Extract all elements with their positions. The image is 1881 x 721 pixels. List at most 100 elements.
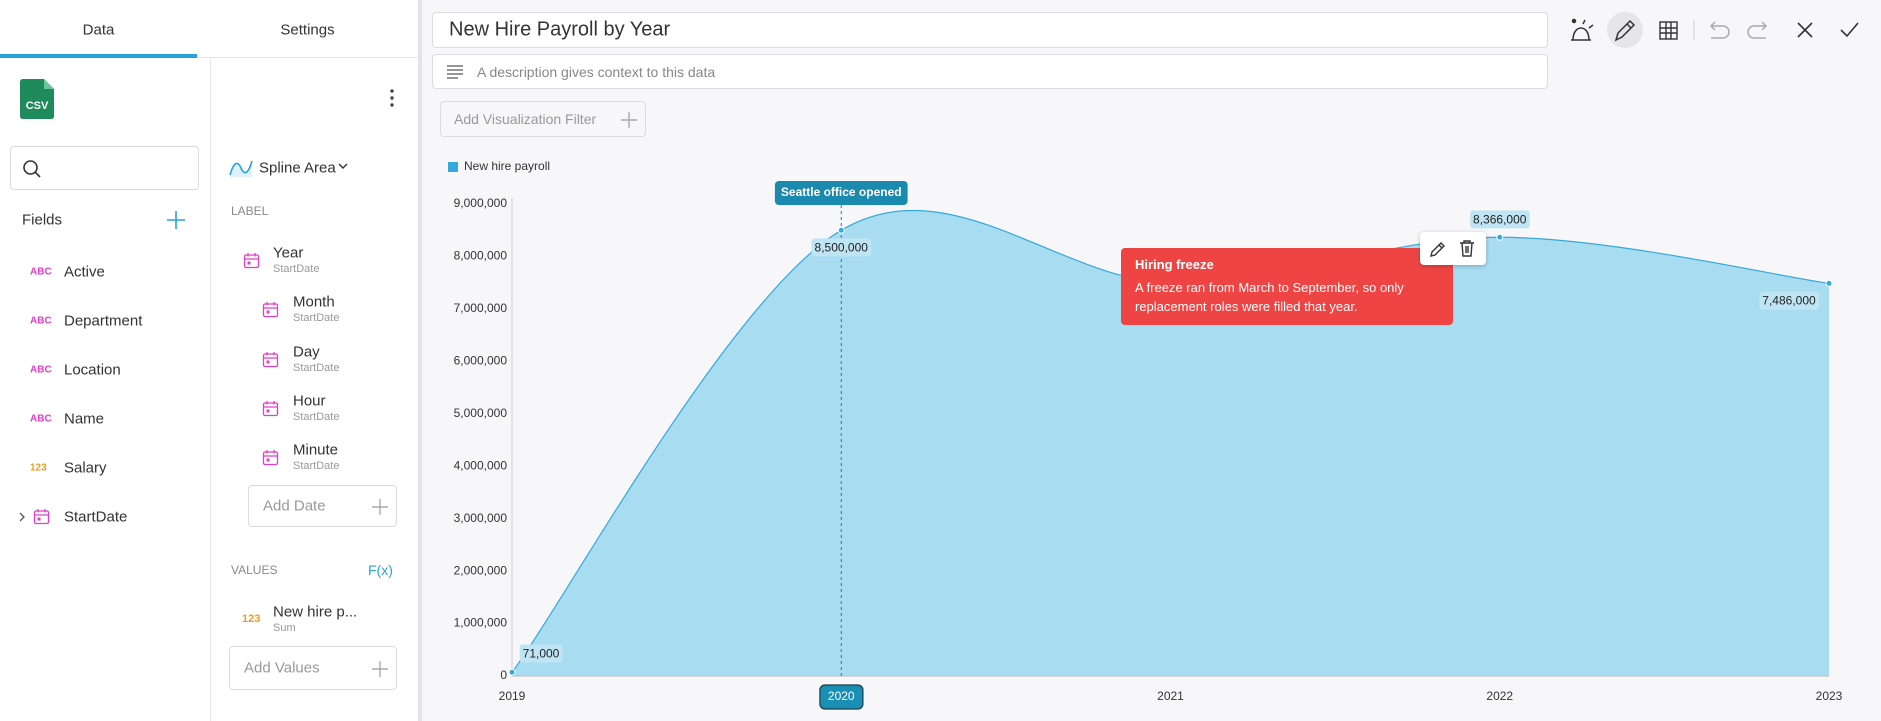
data-point: [1825, 279, 1833, 287]
label-field-source: StartDate: [293, 361, 340, 374]
calendar-icon: [33, 509, 50, 525]
y-tick-label: 7,000,000: [454, 301, 508, 315]
annotation-edit[interactable]: [1429, 240, 1447, 258]
undo-button[interactable]: [1709, 21, 1730, 39]
values-section: VALUES: [231, 563, 278, 577]
field-type: ABC: [30, 266, 52, 278]
plus-icon: [372, 661, 388, 677]
redo-button[interactable]: [1747, 21, 1768, 39]
plus-icon: [372, 499, 388, 515]
tab-data[interactable]: Data: [82, 21, 115, 39]
value-field-name[interactable]: New hire p...: [273, 603, 358, 621]
label-field-source: StartDate: [273, 263, 320, 275]
label-section: LABEL: [231, 204, 269, 218]
y-tick-label: 8,000,000: [454, 249, 508, 263]
close-button[interactable]: [1797, 22, 1813, 38]
confirm-button[interactable]: [1840, 22, 1859, 38]
field-name[interactable]: Salary: [64, 459, 107, 477]
plus-icon: [621, 112, 637, 128]
visualization-type[interactable]: Spline Area: [259, 159, 336, 177]
label-field-name[interactable]: Hour: [293, 392, 326, 410]
description-placeholder: A description gives context to this data: [477, 64, 716, 80]
value-label-bg: [519, 644, 563, 663]
value-label-bg: [1470, 210, 1530, 229]
label-field-name[interactable]: Year: [273, 244, 304, 262]
label-field-name[interactable]: Minute: [293, 441, 339, 459]
y-tick-label: 3,000,000: [454, 511, 508, 525]
add-date-label: Add Date: [263, 497, 326, 515]
label-field-source: StartDate: [293, 460, 340, 473]
annotation-title: Hiring freeze: [1135, 257, 1214, 272]
field-name[interactable]: Name: [64, 410, 105, 428]
table-button[interactable]: [1659, 21, 1678, 40]
value-label-bg: [811, 238, 872, 257]
column-divider: [210, 58, 211, 721]
add-filter[interactable]: Add Visualization Filter: [440, 101, 646, 137]
value-label: 7,486,000: [1762, 294, 1816, 308]
search-icon: [23, 160, 41, 178]
csv-icon: CSV: [20, 79, 54, 119]
insights-button[interactable]: [1571, 18, 1594, 41]
annotation-label-bg: [774, 181, 908, 205]
annotation-toolbar: [1420, 232, 1486, 265]
x-tick-label: 2020: [828, 689, 855, 703]
title-input[interactable]: New Hire Payroll by Year: [432, 12, 1548, 48]
annotation-text: A freeze ran from March to September, so…: [1135, 280, 1404, 314]
y-tick-label: 4,000,000: [454, 458, 508, 472]
field-type: ABC: [30, 364, 52, 376]
annotation-callout[interactable]: Hiring freeze A freeze ran from March to…: [1121, 248, 1453, 325]
add-values-label: Add Values: [244, 659, 320, 677]
tab-underline: [0, 54, 197, 58]
value-label: 71,000: [523, 646, 560, 660]
add-filter-label: Add Visualization Filter: [454, 111, 597, 127]
y-tick-label: 9,000,000: [454, 196, 508, 210]
y-tick-label: 5,000,000: [454, 406, 508, 420]
field-name[interactable]: Location: [64, 361, 121, 379]
add-date[interactable]: Add Date: [248, 485, 397, 527]
value-field-type: 123: [242, 613, 261, 625]
annotation-delete[interactable]: [1458, 239, 1476, 258]
x-tick-label: 2019: [499, 689, 526, 703]
label-field-name[interactable]: Day: [293, 343, 320, 361]
search-box[interactable]: [10, 146, 199, 190]
expand-chevron[interactable]: [18, 512, 26, 522]
description-input[interactable]: A description gives context to this data: [432, 54, 1548, 89]
fields-label: Fields: [22, 211, 63, 229]
label-field-source: StartDate: [293, 312, 340, 325]
fx-button[interactable]: F(x): [368, 562, 393, 578]
x-tick-highlight: [819, 684, 864, 710]
add-values[interactable]: Add Values: [229, 646, 397, 690]
data-point: [837, 226, 845, 234]
y-tick-label: 1,000,000: [454, 616, 508, 630]
field-type: ABC: [30, 315, 52, 327]
calendar-icon: [262, 400, 279, 417]
x-tick-label: 2022: [1486, 689, 1513, 703]
left-panel: Data Settings CSV Fields ABC Active ABC Dep…: [0, 0, 422, 721]
dropdown-caret[interactable]: [338, 163, 348, 171]
field-name[interactable]: Department: [64, 312, 143, 330]
value-field-aggregation: Sum: [273, 622, 296, 634]
tab-settings[interactable]: Settings: [280, 21, 335, 39]
y-tick-label: 6,000,000: [454, 354, 508, 368]
calendar-icon: [262, 302, 279, 318]
label-field-source: StartDate: [293, 410, 340, 423]
toolbar: [1571, 12, 1859, 48]
value-label: 8,500,000: [815, 240, 869, 254]
data-point: [508, 668, 516, 676]
field-type: 123: [30, 462, 47, 474]
x-tick-label: 2023: [1816, 689, 1843, 703]
edit-button[interactable]: [1614, 19, 1636, 42]
description-icon: [447, 65, 463, 79]
add-field[interactable]: [166, 210, 186, 230]
legend-label: New hire payroll: [464, 159, 550, 173]
calendar-icon: [262, 450, 279, 466]
legend-swatch: [448, 162, 458, 172]
chart: New hire payroll 0 1,000,000 2,000,000 3,000…: [448, 159, 1843, 710]
field-name[interactable]: StartDate: [64, 508, 128, 526]
field-name[interactable]: Active: [64, 263, 105, 281]
spline-icon: [229, 160, 253, 177]
kebab-menu[interactable]: [386, 88, 398, 108]
label-field-name[interactable]: Month: [293, 293, 335, 311]
value-label-bg: [1759, 291, 1820, 310]
